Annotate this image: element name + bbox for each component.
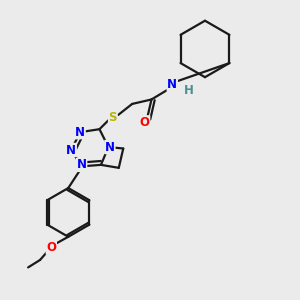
Text: S: S <box>109 111 117 124</box>
Text: N: N <box>76 158 87 171</box>
Text: N: N <box>105 140 115 154</box>
Text: N: N <box>167 78 177 91</box>
Text: N: N <box>75 126 85 139</box>
Text: H: H <box>184 84 194 97</box>
Text: O: O <box>140 116 150 129</box>
Text: O: O <box>46 241 56 254</box>
Text: N: N <box>66 143 76 157</box>
